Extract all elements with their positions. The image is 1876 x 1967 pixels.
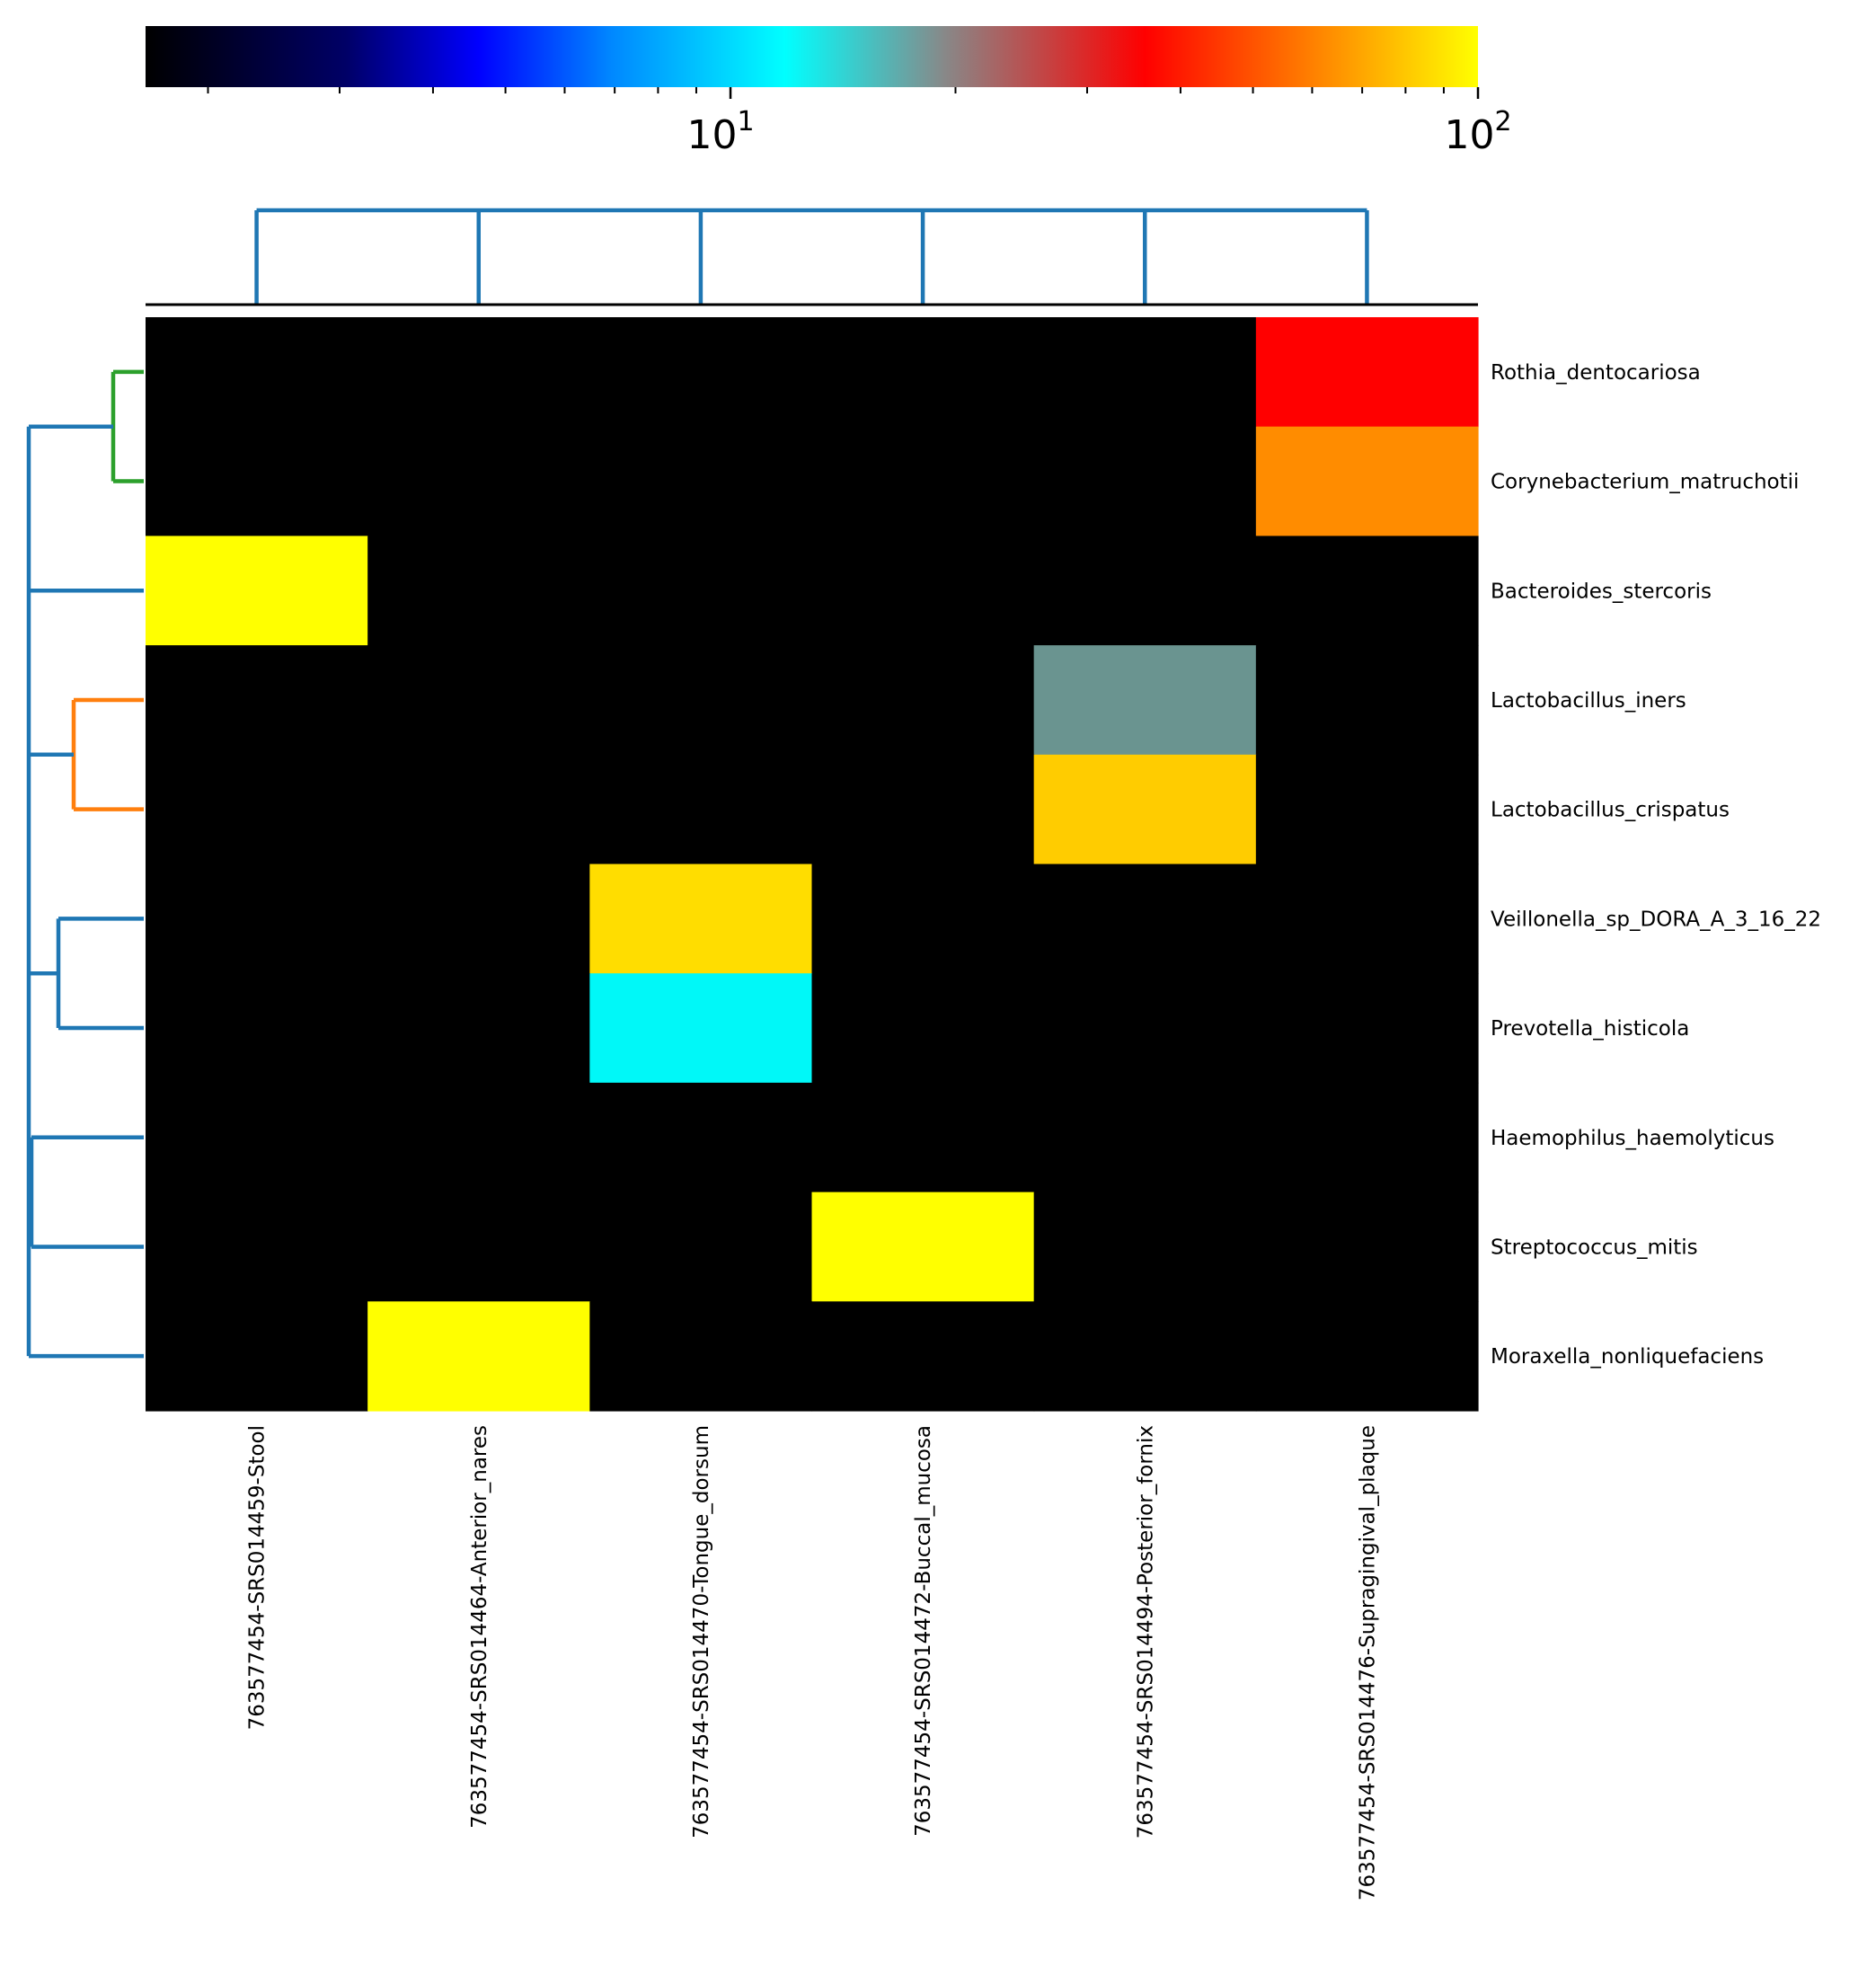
colorbar-tick-label-100: 102 — [1444, 106, 1511, 158]
row-label: Veillonella_sp_DORA_A_3_16_22 — [1491, 908, 1821, 931]
heatmap-cell — [811, 426, 1035, 536]
heatmap-cell — [1255, 536, 1479, 646]
row-label: Streptococcus_mitis — [1491, 1236, 1698, 1259]
heatmap-cell — [1255, 973, 1479, 1084]
row-label: Haemophilus_haemolyticus — [1491, 1127, 1774, 1150]
column-dendrogram — [254, 208, 1369, 305]
heatmap-cell — [811, 1192, 1035, 1302]
heatmap-cell — [811, 645, 1035, 756]
heatmap-cell — [1033, 864, 1257, 974]
heatmap-cell — [367, 1301, 590, 1412]
heatmap-cell — [589, 754, 813, 865]
heatmap-cell — [1255, 1082, 1479, 1193]
column-label: 763577454-SRS014470-Tongue_dorsum — [690, 1425, 713, 1839]
heatmap-cell — [1033, 1192, 1257, 1302]
heatmap-cells — [146, 317, 1479, 1412]
column-labels: 763577454-SRS014459-Stool 763577454-SRS01… — [246, 1425, 1380, 1901]
heatmap-cell — [146, 645, 368, 756]
heatmap-cell — [146, 317, 368, 428]
heatmap-cell — [589, 973, 813, 1084]
row-dendrogram — [26, 369, 144, 1359]
heatmap-cell — [146, 426, 368, 536]
heatmap-cell — [367, 536, 590, 646]
column-label: 763577454-SRS014494-Posterior_fornix — [1134, 1425, 1157, 1839]
row-label: Prevotella_histicola — [1491, 1017, 1689, 1041]
column-label: 763577454-SRS014472-Buccal_mucosa — [912, 1425, 935, 1837]
row-label: Lactobacillus_iners — [1491, 689, 1686, 713]
heatmap-cell — [367, 754, 590, 865]
heatmap-cell — [589, 317, 813, 428]
heatmap-cell — [146, 1082, 368, 1193]
heatmap-cell — [811, 754, 1035, 865]
heatmap-cell — [146, 1192, 368, 1302]
heatmap-cell — [811, 973, 1035, 1084]
row-label: Rothia_dentocariosa — [1491, 361, 1701, 385]
column-label: 763577454-SRS014476-Supragingival_plaque — [1356, 1425, 1379, 1901]
heatmap-cell — [367, 864, 590, 974]
column-label: 763577454-SRS014464-Anterior_nares — [468, 1425, 491, 1829]
colorbar: 101 102 — [146, 26, 1512, 158]
heatmap-cell — [1255, 864, 1479, 974]
heatmap-cell — [811, 864, 1035, 974]
row-label: Lactobacillus_crispatus — [1491, 799, 1730, 822]
colorbar-ticks — [207, 87, 1480, 99]
heatmap-cell — [1255, 317, 1479, 428]
heatmap-cell — [1255, 1301, 1479, 1412]
row-labels: Rothia_dentocariosa Corynebacterium_matru… — [1491, 361, 1821, 1369]
heatmap-cell — [367, 645, 590, 756]
heatmap-cell — [1033, 973, 1257, 1084]
heatmap-cell — [1033, 536, 1257, 646]
heatmap-cell — [1033, 1301, 1257, 1412]
heatmap-cell — [367, 1082, 590, 1193]
heatmap-cell — [811, 536, 1035, 646]
heatmap-cell — [367, 1192, 590, 1302]
colorbar-tick-label-10: 101 — [686, 106, 754, 158]
heatmap-cell — [367, 426, 590, 536]
heatmap-cell — [589, 864, 813, 974]
row-label: Bacteroides_stercoris — [1491, 580, 1712, 603]
heatmap-cell — [146, 1301, 368, 1412]
heatmap-cell — [589, 1192, 813, 1302]
heatmap-cell — [146, 754, 368, 865]
heatmap-cell — [367, 317, 590, 428]
heatmap-cell — [367, 973, 590, 1084]
heatmap-cell — [1033, 1082, 1257, 1193]
row-label: Corynebacterium_matruchotii — [1491, 471, 1799, 494]
heatmap-cell — [1255, 1192, 1479, 1302]
heatmap-cell — [146, 973, 368, 1084]
heatmap-cell — [1033, 754, 1257, 865]
heatmap-cell — [811, 317, 1035, 428]
heatmap-cell — [1255, 754, 1479, 865]
heatmap-cell — [589, 426, 813, 536]
heatmap-cell — [146, 864, 368, 974]
heatmap-cell — [1033, 317, 1257, 428]
heatmap-cell — [589, 1301, 813, 1412]
heatmap-cell — [1255, 645, 1479, 756]
heatmap-cell — [589, 645, 813, 756]
heatmap-cell — [811, 1082, 1035, 1193]
heatmap-cell — [146, 536, 368, 646]
heatmap-cell — [589, 536, 813, 646]
heatmap-cell — [1255, 426, 1479, 536]
column-label: 763577454-SRS014459-Stool — [246, 1425, 270, 1730]
heatmap-cell — [811, 1301, 1035, 1412]
colorbar-gradient — [146, 26, 1478, 87]
heatmap-cell — [1033, 426, 1257, 536]
row-label: Moraxella_nonliquefaciens — [1491, 1345, 1764, 1369]
heatmap-cell — [589, 1082, 813, 1193]
heatmap-cell — [1033, 645, 1257, 756]
